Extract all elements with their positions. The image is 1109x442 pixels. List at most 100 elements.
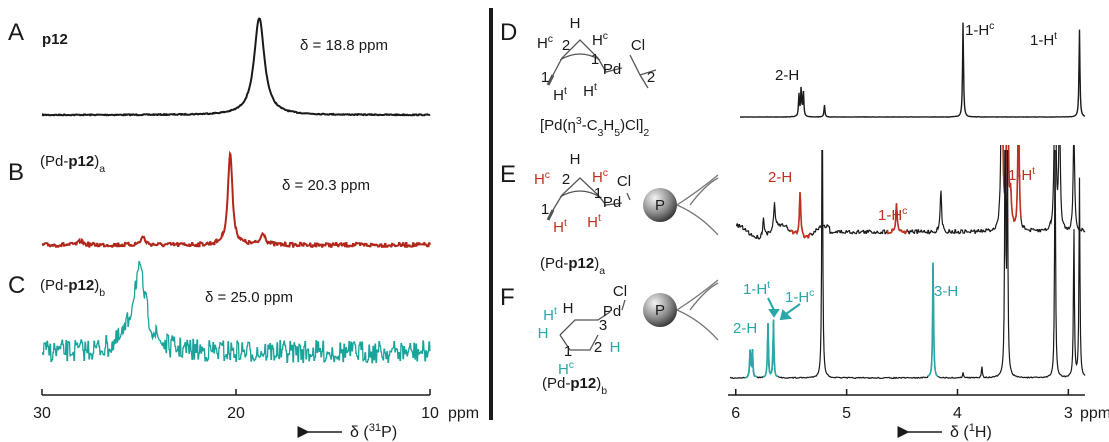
spectrum — [41, 150, 431, 248]
support-bead — [643, 188, 677, 222]
text-part: Pd — [603, 61, 621, 78]
text-part: ) — [596, 375, 601, 392]
text-part: p12 — [570, 375, 596, 392]
atom-label: Pd — [603, 61, 621, 78]
text-part: c — [569, 359, 574, 371]
text-part: (Pd- — [540, 255, 568, 272]
atom-label: Ht — [553, 217, 567, 236]
shift-annotation: δ = 20.3 ppm — [282, 177, 370, 194]
atom-label: Pd — [603, 194, 621, 211]
text-part: H — [553, 219, 564, 236]
text-part: 2-H — [768, 169, 792, 186]
text-part: c — [902, 205, 907, 217]
text-part: 1 — [564, 343, 572, 360]
text-part: 2 — [562, 37, 570, 54]
text-part: 1-H — [1030, 32, 1054, 49]
text-part: b — [99, 287, 105, 299]
axis-label: δ (1H) — [950, 422, 992, 441]
text-part: t — [594, 81, 597, 93]
text-part: 1-H — [878, 207, 902, 224]
atom-label: Cl — [617, 173, 631, 190]
tick-label: 30 — [33, 405, 51, 422]
panel-letter: E — [500, 161, 516, 188]
text-part: c — [545, 169, 550, 181]
text-part: 3-H — [934, 283, 958, 300]
text-part: δ ( — [350, 424, 369, 441]
text-part: H — [603, 117, 614, 134]
atom-label: H — [538, 325, 549, 342]
atom-label: Pd — [603, 303, 621, 320]
atom-label: 1 — [594, 185, 602, 202]
highlighted-peak — [927, 262, 939, 378]
peak-label: 1-Ht — [1030, 30, 1057, 49]
text-part: c — [989, 20, 994, 32]
text-part: t — [554, 305, 557, 317]
atom-label: 1 — [541, 201, 549, 218]
compound-name: (Pd-p12)a — [40, 153, 105, 175]
compound-name: (Pd-p12)b — [40, 277, 105, 299]
text-part: H — [587, 214, 598, 231]
tick-label: 10 — [421, 405, 439, 422]
peak-label: 1-Hc — [965, 20, 994, 39]
tick-label: 5 — [842, 405, 851, 422]
compound-name: [Pd(η3-C3H5)Cl]2 — [540, 115, 649, 139]
peak-label: 3-H — [934, 283, 958, 300]
spectrum — [740, 22, 1086, 118]
text-part: 2 — [647, 69, 655, 86]
text-part: p12 — [68, 153, 94, 170]
text-part: t — [598, 212, 601, 224]
text-part: P — [655, 197, 665, 214]
atom-label: H — [570, 151, 581, 168]
text-part: H — [538, 325, 549, 342]
text-part: H — [592, 32, 603, 49]
atom-label: 3 — [599, 317, 607, 334]
atom-label: Hc — [558, 359, 574, 378]
atom-label: P — [655, 302, 665, 319]
text-part: Pd — [603, 303, 621, 320]
text-part: H — [570, 15, 581, 32]
text-part: H) — [975, 424, 992, 441]
atom-label: Hc — [592, 167, 608, 186]
text-part: p12 — [568, 255, 594, 272]
text-part: 31 — [369, 422, 381, 434]
text-part: δ ( — [950, 424, 969, 441]
highlighted-peak — [789, 192, 811, 239]
peak-label: 1-Hc — [785, 287, 814, 306]
text-part: 1 — [591, 51, 599, 68]
text-part: 1 — [541, 69, 549, 86]
atom-label: 2 — [647, 69, 655, 86]
peak-label: 1-Hc — [878, 205, 907, 224]
text-part: H — [553, 87, 564, 104]
peak-label: 1-Ht — [1008, 165, 1035, 184]
text-part: H — [570, 151, 581, 168]
text-part: [Pd(η — [540, 117, 576, 134]
panel-letter: A — [8, 19, 24, 46]
text-part: t — [564, 85, 567, 97]
atom-label: Hc — [534, 169, 550, 188]
text-part: t — [1054, 30, 1057, 42]
highlighted-peak — [746, 348, 758, 378]
shift-annotation: δ = 18.8 ppm — [300, 37, 388, 54]
spectrum — [730, 150, 1086, 379]
text-part: p12 — [42, 31, 68, 48]
atom-label: 1 — [564, 343, 572, 360]
atom-label: Cl — [613, 283, 627, 300]
text-part: 1-H — [743, 281, 767, 298]
text-part: H — [563, 300, 574, 317]
text-part: 1-H — [965, 22, 989, 39]
atom-label: Ht — [587, 212, 601, 231]
highlighted-peak — [767, 319, 779, 378]
text-part: b — [601, 385, 607, 397]
text-part: 2 — [562, 171, 570, 188]
tick-label: 4 — [953, 405, 962, 422]
text-part: )Cl] — [620, 117, 643, 134]
text-part: ) — [594, 255, 599, 272]
text-part: c — [548, 33, 553, 45]
text-part: Cl — [613, 283, 627, 300]
text-part: H — [543, 307, 554, 324]
text-part: 1-H — [1008, 167, 1032, 184]
text-part: 2-H — [733, 320, 757, 337]
atom-label: 1 — [591, 51, 599, 68]
compound-name: (Pd-p12)a — [540, 255, 605, 277]
